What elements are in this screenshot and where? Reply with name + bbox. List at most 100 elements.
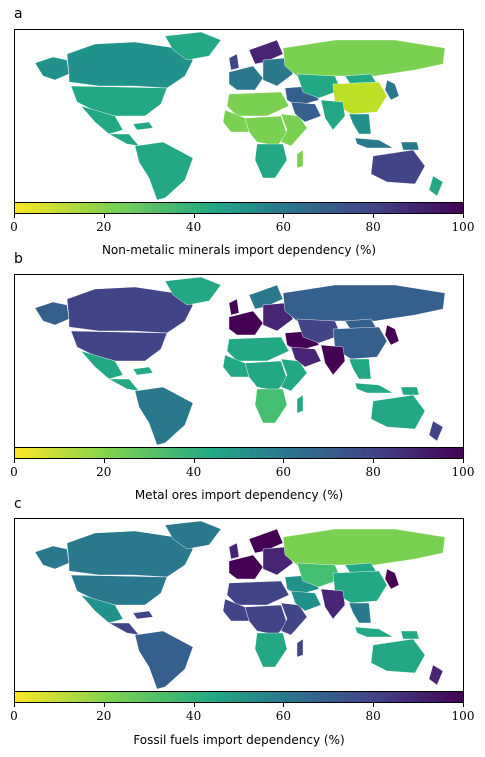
panel-c-colorbar xyxy=(14,691,464,703)
region-usa xyxy=(70,85,168,117)
panel-a-colorbar-label: Non-metalic minerals import dependency (… xyxy=(101,243,377,257)
region-png xyxy=(400,630,420,640)
region-central-africa xyxy=(244,604,288,636)
panel-b-colorbar xyxy=(14,447,464,459)
region-new-zealand xyxy=(428,420,444,442)
colorbar-tick-label: 60 xyxy=(275,220,292,234)
colorbar-tick-label: 0 xyxy=(10,709,18,723)
region-south-america xyxy=(134,141,194,201)
panel-c-map-svg xyxy=(34,520,446,690)
region-central-america xyxy=(108,133,140,147)
region-usa xyxy=(70,330,168,362)
panel-a-colorbar xyxy=(14,202,464,214)
panel-c-letter: c xyxy=(14,496,22,512)
region-usa xyxy=(70,574,168,606)
colorbar-tick xyxy=(283,214,285,218)
region-central-asia xyxy=(296,73,342,99)
panel-a-countries xyxy=(34,31,446,201)
panel-b-letter: b xyxy=(14,251,23,267)
region-caribbean xyxy=(132,366,154,376)
colorbar-tick xyxy=(14,214,15,218)
region-southern-africa xyxy=(254,632,288,668)
region-indonesia xyxy=(354,137,394,149)
region-russia xyxy=(282,284,446,322)
region-west-africa xyxy=(222,109,250,133)
colorbar-tick xyxy=(14,703,15,707)
colorbar-tick-label: 80 xyxy=(365,709,381,723)
region-north-africa xyxy=(226,91,290,117)
region-korea-japan xyxy=(384,324,400,346)
colorbar-tick-label: 20 xyxy=(96,465,112,479)
region-greenland xyxy=(164,276,222,306)
region-southern-africa xyxy=(254,388,288,424)
region-korea-japan xyxy=(384,79,400,101)
panel-c-countries xyxy=(34,520,446,690)
colorbar-tick-label: 40 xyxy=(185,465,202,479)
colorbar-tick xyxy=(103,703,105,707)
region-mexico xyxy=(80,105,124,135)
region-australia xyxy=(370,394,426,430)
region-canada xyxy=(66,286,194,334)
region-arabia xyxy=(290,101,322,123)
region-alaska xyxy=(34,56,70,81)
colorbar-tick xyxy=(373,459,375,463)
colorbar-tick xyxy=(193,703,195,707)
region-greenland xyxy=(164,520,222,550)
region-caribbean xyxy=(132,610,154,620)
region-south-america xyxy=(134,630,194,690)
region-south-america xyxy=(134,386,194,446)
region-central-america xyxy=(108,378,140,392)
panel-a-world-map xyxy=(14,29,464,203)
colorbar-tick xyxy=(14,459,15,463)
panel-a-map-svg xyxy=(34,31,446,201)
region-arabia xyxy=(290,590,322,612)
region-se-asia xyxy=(348,358,372,380)
region-arabia xyxy=(290,346,322,368)
region-central-africa xyxy=(244,115,288,147)
colorbar-tick-label: 80 xyxy=(365,465,381,479)
region-west-africa xyxy=(222,354,250,378)
panel-c-colorbar-label: Fossil fuels import dependency (%) xyxy=(133,733,345,747)
region-scandinavia xyxy=(248,39,284,65)
region-png xyxy=(400,386,420,396)
region-scandinavia xyxy=(248,284,284,310)
panel-b-world-map xyxy=(14,274,464,448)
panel-b-countries xyxy=(34,276,446,446)
colorbar-tick-label: 40 xyxy=(185,220,202,234)
colorbar-tick xyxy=(283,459,285,463)
region-alaska xyxy=(34,301,70,326)
region-new-zealand xyxy=(428,175,444,197)
colorbar-tick-label: 100 xyxy=(451,709,475,723)
region-indonesia xyxy=(354,382,394,394)
colorbar-tick-label: 60 xyxy=(275,709,292,723)
region-western-europe xyxy=(228,310,264,336)
region-russia xyxy=(282,39,446,77)
colorbar-tick-label: 80 xyxy=(365,220,381,234)
region-western-europe xyxy=(228,65,264,91)
colorbar-tick-label: 100 xyxy=(451,220,475,234)
colorbar-tick-label: 20 xyxy=(96,220,112,234)
region-india xyxy=(320,588,346,620)
region-alaska xyxy=(34,545,70,570)
region-southern-africa xyxy=(254,143,288,179)
region-canada xyxy=(66,41,194,89)
region-canada xyxy=(66,530,194,578)
region-se-asia xyxy=(348,113,372,135)
region-india xyxy=(320,344,346,376)
colorbar-tick-label: 100 xyxy=(451,465,475,479)
colorbar-tick xyxy=(283,703,285,707)
region-north-africa xyxy=(226,580,290,606)
panel-a-letter: a xyxy=(14,6,23,22)
region-se-asia xyxy=(348,602,372,624)
region-australia xyxy=(370,638,426,674)
region-australia xyxy=(370,149,426,185)
region-north-africa xyxy=(226,336,290,362)
region-central-asia xyxy=(296,318,342,344)
panel-c-world-map xyxy=(14,518,464,692)
colorbar-tick-label: 60 xyxy=(275,465,292,479)
region-uk xyxy=(228,53,240,71)
colorbar-tick xyxy=(193,214,195,218)
region-india xyxy=(320,99,346,131)
region-western-europe xyxy=(228,554,264,580)
region-russia xyxy=(282,528,446,566)
